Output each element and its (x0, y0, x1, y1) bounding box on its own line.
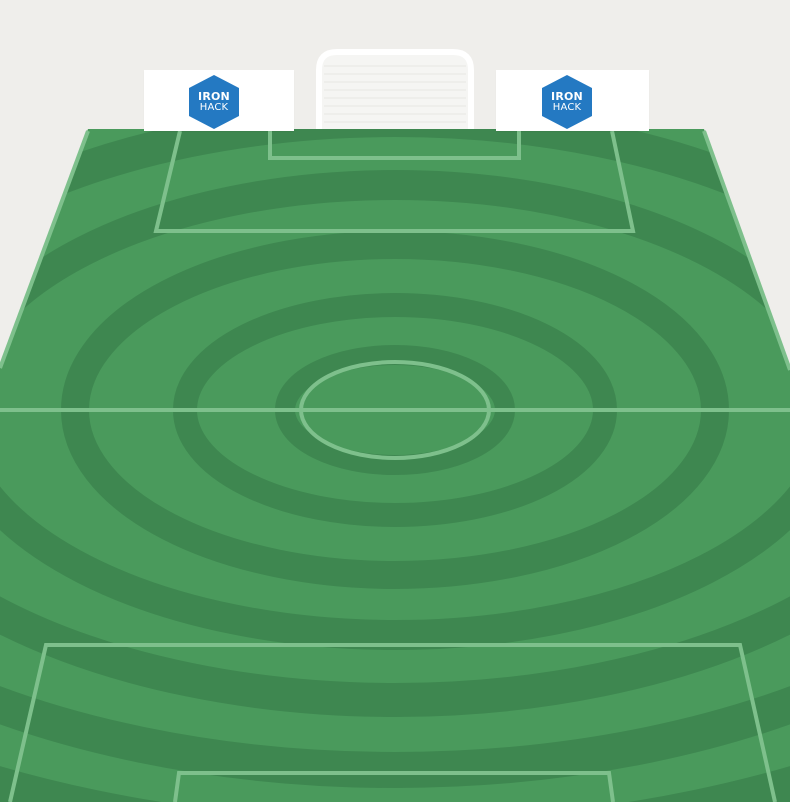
right-touchline (702, 130, 790, 371)
ironhack-hexagon-icon (542, 75, 592, 129)
top-penalty-box (153, 130, 636, 233)
left-touchline (0, 130, 90, 369)
bottom-penalty-box (8, 643, 777, 802)
ad-board-left: IRON HACK (144, 70, 294, 131)
logo-text-iron: IRON (551, 90, 583, 103)
top-goal-area (268, 131, 521, 160)
ad-board-right: IRON HACK (496, 70, 649, 131)
center-circle (299, 360, 491, 460)
goal-frame (316, 49, 474, 131)
goal-net (324, 65, 466, 123)
ironhack-logo: IRON HACK (540, 74, 594, 130)
pitch-lines (0, 130, 790, 802)
logo-text-hack: HACK (199, 102, 229, 113)
logo-text-iron: IRON (198, 90, 230, 103)
ironhack-logo: IRON HACK (187, 74, 241, 130)
goal (316, 49, 474, 131)
logo-text-hack: HACK (552, 102, 582, 113)
bottom-goal-area (173, 771, 615, 802)
ironhack-hexagon-icon (189, 75, 239, 129)
